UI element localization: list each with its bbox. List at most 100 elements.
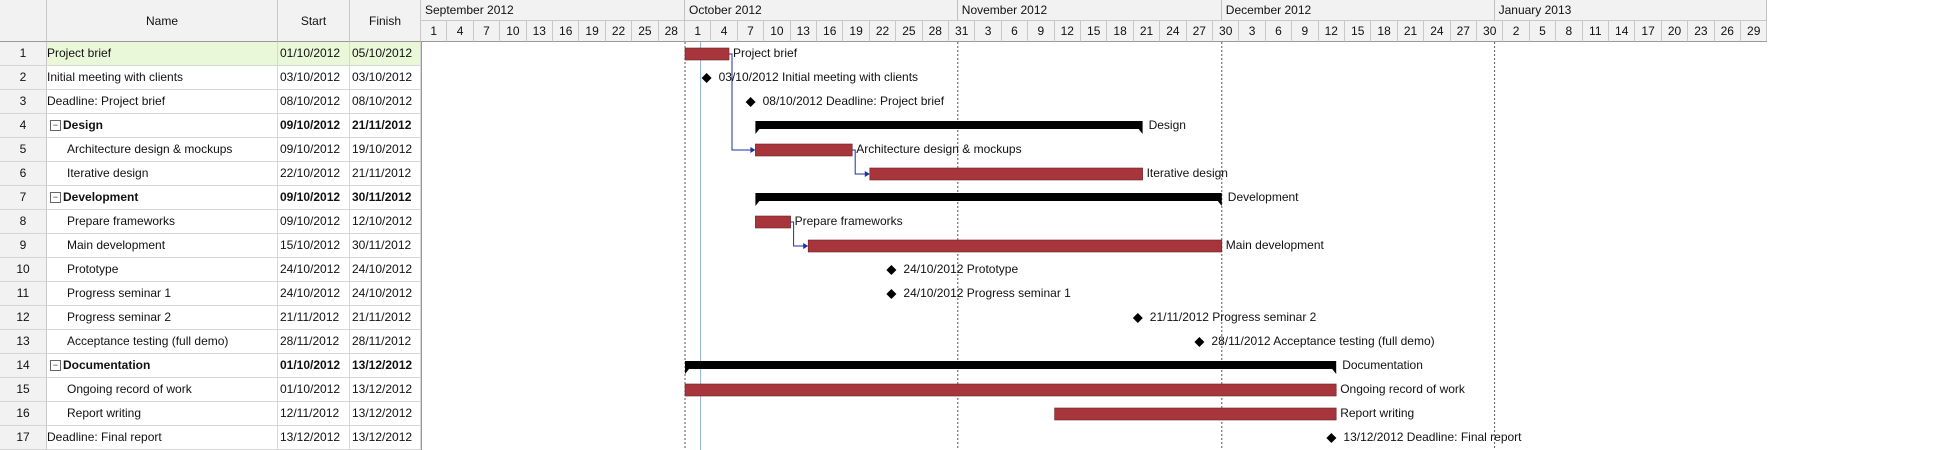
table-row[interactable]: 9 Main development 15/10/2012 30/11/2012 [0,234,421,258]
table-row[interactable]: 11 Progress seminar 1 24/10/2012 24/10/2012 [0,282,421,306]
task-start[interactable]: 01/10/2012 [278,42,350,65]
task-name[interactable]: Deadline: Project brief [47,90,278,113]
start-column-header[interactable]: Start [278,0,350,42]
bar-label: Ongoing record of work [1340,382,1465,396]
task-finish[interactable]: 19/10/2012 [350,138,421,161]
task-start[interactable]: 09/10/2012 [278,210,350,233]
finish-column-header[interactable]: Finish [350,0,421,42]
task-start[interactable]: 24/10/2012 [278,282,350,305]
table-row[interactable]: 16 Report writing 12/11/2012 13/12/2012 [0,402,421,426]
task-start[interactable]: 03/10/2012 [278,66,350,89]
task-name[interactable]: Iterative design [47,162,278,185]
table-row[interactable]: 17 Deadline: Final report 13/12/2012 13/12/… [0,426,421,450]
task-name-text: Ongoing record of work [67,382,192,396]
task-name[interactable]: − Documentation [47,354,278,377]
row-id[interactable]: 9 [0,234,47,257]
row-id[interactable]: 11 [0,282,47,305]
table-row[interactable]: 3 Deadline: Project brief 08/10/2012 08/10/… [0,90,421,114]
task-name[interactable]: Progress seminar 1 [47,282,278,305]
row-id[interactable]: 13 [0,330,47,353]
table-row[interactable]: 15 Ongoing record of work 01/10/2012 13/12/… [0,378,421,402]
table-row[interactable]: 6 Iterative design 22/10/2012 21/11/2012 [0,162,421,186]
task-name-text: Design [63,118,104,132]
row-id[interactable]: 14 [0,354,47,377]
task-finish[interactable]: 13/12/2012 [350,354,421,377]
timeline-tick: 28 [922,21,949,42]
task-start[interactable]: 01/10/2012 [278,378,350,401]
row-id[interactable]: 2 [0,66,47,89]
table-row[interactable]: 5 Architecture design & mockups 09/10/2012… [0,138,421,162]
task-start[interactable]: 12/11/2012 [278,402,350,425]
task-finish[interactable]: 21/11/2012 [350,114,421,137]
task-start[interactable]: 28/11/2012 [278,330,350,353]
task-start[interactable]: 09/10/2012 [278,138,350,161]
task-name[interactable]: − Development [47,186,278,209]
row-id[interactable]: 15 [0,378,47,401]
bar-label: 03/10/2012 Initial meeting with clients [718,70,919,84]
row-id[interactable]: 6 [0,162,47,185]
task-start[interactable]: 15/10/2012 [278,234,350,257]
collapse-icon[interactable]: − [50,120,61,132]
task-bar [1054,407,1337,421]
task-name[interactable]: Prepare frameworks [47,210,278,233]
task-finish[interactable]: 21/11/2012 [350,162,421,185]
task-finish[interactable]: 24/10/2012 [350,282,421,305]
task-finish[interactable]: 03/10/2012 [350,66,421,89]
task-finish[interactable]: 30/11/2012 [350,186,421,209]
task-finish[interactable]: 13/12/2012 [350,378,421,401]
id-column-header[interactable] [0,0,47,42]
row-id[interactable]: 8 [0,210,47,233]
table-row[interactable]: 8 Prepare frameworks 09/10/2012 12/10/2012 [0,210,421,234]
row-id[interactable]: 4 [0,114,47,137]
table-row[interactable]: 2 Initial meeting with clients 03/10/2012 0… [0,66,421,90]
row-id[interactable]: 10 [0,258,47,281]
task-name[interactable]: Acceptance testing (full demo) [47,330,278,353]
task-start[interactable]: 08/10/2012 [278,90,350,113]
row-id[interactable]: 5 [0,138,47,161]
table-row[interactable]: 12 Progress seminar 2 21/11/2012 21/11/2012 [0,306,421,330]
task-start[interactable]: 22/10/2012 [278,162,350,185]
task-start[interactable]: 09/10/2012 [278,186,350,209]
table-row[interactable]: 10 Prototype 24/10/2012 24/10/2012 [0,258,421,282]
task-finish[interactable]: 12/10/2012 [350,210,421,233]
task-name[interactable]: Progress seminar 2 [47,306,278,329]
collapse-icon[interactable]: − [50,360,61,372]
name-column-header[interactable]: Name [47,0,278,42]
task-name[interactable]: − Design [47,114,278,137]
task-name[interactable]: Report writing [47,402,278,425]
task-finish[interactable]: 08/10/2012 [350,90,421,113]
task-name[interactable]: Ongoing record of work [47,378,278,401]
table-row[interactable]: 7− Development 09/10/2012 30/11/2012 [0,186,421,210]
task-finish[interactable]: 13/12/2012 [350,402,421,425]
task-finish[interactable]: 21/11/2012 [350,306,421,329]
task-name[interactable]: Initial meeting with clients [47,66,278,89]
task-finish[interactable]: 05/10/2012 [350,42,421,65]
table-row[interactable]: 13 Acceptance testing (full demo) 28/11/20… [0,330,421,354]
task-finish[interactable]: 28/11/2012 [350,330,421,353]
table-row[interactable]: 1 Project brief 01/10/2012 05/10/2012 [0,42,421,66]
timeline-tick: 22 [869,21,897,42]
task-finish[interactable]: 13/12/2012 [350,426,421,449]
row-id[interactable]: 7 [0,186,47,209]
task-start[interactable]: 09/10/2012 [278,114,350,137]
task-name[interactable]: Architecture design & mockups [47,138,278,161]
task-name[interactable]: Project brief [47,42,278,65]
task-name[interactable]: Main development [47,234,278,257]
task-finish[interactable]: 24/10/2012 [350,258,421,281]
table-row[interactable]: 14− Documentation 01/10/2012 13/12/2012 [0,354,421,378]
table-row[interactable]: 4− Design 09/10/2012 21/11/2012 [0,114,421,138]
task-start[interactable]: 13/12/2012 [278,426,350,449]
row-id[interactable]: 16 [0,402,47,425]
row-id[interactable]: 1 [0,42,47,65]
task-finish[interactable]: 30/11/2012 [350,234,421,257]
collapse-icon[interactable]: − [50,192,61,204]
timeline-tick: 11 [1582,21,1609,42]
task-name[interactable]: Prototype [47,258,278,281]
task-start[interactable]: 24/10/2012 [278,258,350,281]
row-id[interactable]: 3 [0,90,47,113]
task-start[interactable]: 01/10/2012 [278,354,350,377]
task-name[interactable]: Deadline: Final report [47,426,278,449]
task-start[interactable]: 21/11/2012 [278,306,350,329]
row-id[interactable]: 17 [0,426,47,449]
row-id[interactable]: 12 [0,306,47,329]
